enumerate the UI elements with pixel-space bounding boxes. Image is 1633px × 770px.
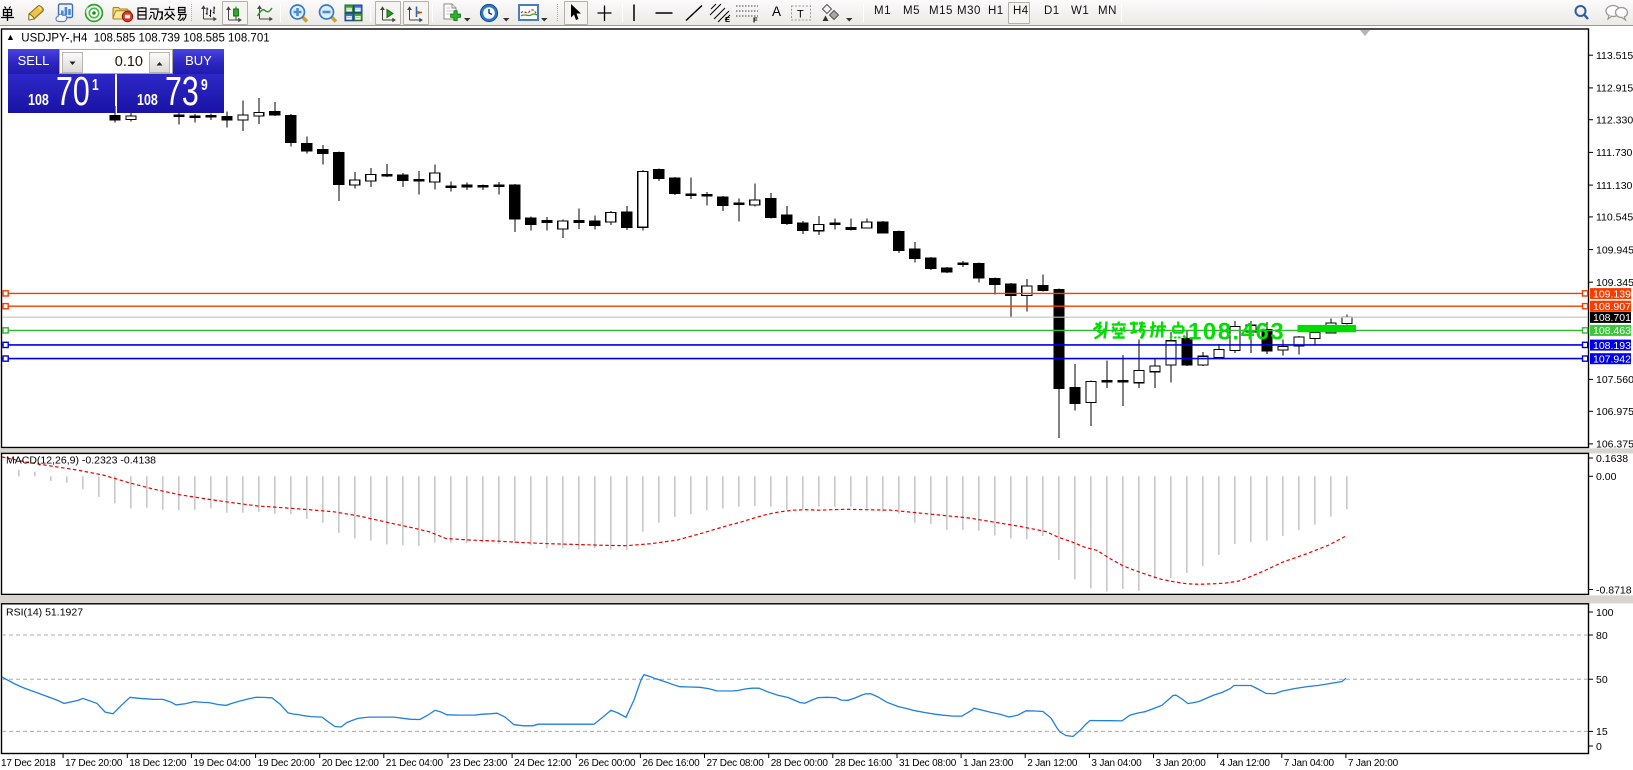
- svg-text:1 Jan 23:00: 1 Jan 23:00: [963, 758, 1014, 769]
- svg-text:112.915: 112.915: [1596, 83, 1633, 95]
- svg-text:28 Dec 00:00: 28 Dec 00:00: [771, 758, 829, 769]
- svg-text:0: 0: [1596, 741, 1602, 753]
- svg-text:F: F: [753, 16, 758, 24]
- svg-text:108.463: 108.463: [1188, 319, 1285, 346]
- svg-text:7 Jan 20:00: 7 Jan 20:00: [1348, 758, 1399, 769]
- svg-text:19 Dec 04:00: 19 Dec 04:00: [193, 758, 251, 769]
- svg-text:MACD(12,26,9) -0.2323 -0.4138: MACD(12,26,9) -0.2323 -0.4138: [6, 455, 156, 467]
- svg-text:109.139: 109.139: [1593, 288, 1631, 300]
- svg-text:2 Jan 12:00: 2 Jan 12:00: [1027, 758, 1078, 769]
- svg-text:109.345: 109.345: [1596, 277, 1633, 289]
- svg-text:RSI(14) 51.1927: RSI(14) 51.1927: [6, 607, 83, 619]
- svg-text:108.193: 108.193: [1593, 340, 1631, 352]
- svg-text:4 Jan 12:00: 4 Jan 12:00: [1220, 758, 1271, 769]
- svg-text:15: 15: [1596, 726, 1608, 738]
- svg-text:7 Jan 04:00: 7 Jan 04:00: [1284, 758, 1335, 769]
- svg-text:80: 80: [1596, 630, 1608, 642]
- svg-text:17 Dec 20:00: 17 Dec 20:00: [65, 758, 123, 769]
- svg-text:27 Dec 08:00: 27 Dec 08:00: [707, 758, 765, 769]
- svg-text:106.975: 106.975: [1596, 406, 1633, 418]
- svg-text:107.942: 107.942: [1593, 354, 1631, 366]
- svg-text:21 Dec 04:00: 21 Dec 04:00: [386, 758, 444, 769]
- svg-text:110.545: 110.545: [1596, 212, 1633, 224]
- svg-text:109.945: 109.945: [1596, 244, 1633, 256]
- svg-text:106.375: 106.375: [1596, 439, 1633, 451]
- svg-text:T: T: [797, 9, 804, 21]
- svg-text:3 Jan 20:00: 3 Jan 20:00: [1156, 758, 1207, 769]
- svg-text:20 Dec 12:00: 20 Dec 12:00: [322, 758, 380, 769]
- svg-text:26 Dec 00:00: 26 Dec 00:00: [578, 758, 636, 769]
- svg-text:107.560: 107.560: [1596, 374, 1633, 386]
- svg-text:108.701: 108.701: [1593, 312, 1631, 324]
- svg-text:50: 50: [1596, 674, 1608, 686]
- svg-text:24 Dec 12:00: 24 Dec 12:00: [514, 758, 572, 769]
- svg-text:E: E: [725, 15, 730, 23]
- svg-text:108.907: 108.907: [1593, 301, 1631, 313]
- svg-text:31 Dec 08:00: 31 Dec 08:00: [899, 758, 957, 769]
- svg-text:23 Dec 23:00: 23 Dec 23:00: [450, 758, 508, 769]
- svg-text:111.130: 111.130: [1596, 180, 1633, 192]
- svg-text:0.00: 0.00: [1596, 471, 1617, 483]
- svg-text:100: 100: [1596, 607, 1614, 619]
- svg-text:113.515: 113.515: [1596, 50, 1633, 62]
- svg-text:19 Dec 20:00: 19 Dec 20:00: [258, 758, 316, 769]
- svg-text:3 Jan 04:00: 3 Jan 04:00: [1091, 758, 1142, 769]
- svg-text:28 Dec 16:00: 28 Dec 16:00: [835, 758, 893, 769]
- svg-text:108.463: 108.463: [1593, 325, 1631, 337]
- svg-text:17 Dec 2018: 17 Dec 2018: [1, 758, 56, 769]
- svg-text:112.330: 112.330: [1596, 115, 1633, 127]
- svg-text:0.1638: 0.1638: [1596, 453, 1628, 465]
- svg-text:18 Dec 12:00: 18 Dec 12:00: [129, 758, 187, 769]
- svg-text:111.730: 111.730: [1596, 147, 1633, 159]
- svg-text:26 Dec 16:00: 26 Dec 16:00: [642, 758, 700, 769]
- svg-text:-0.8718: -0.8718: [1596, 584, 1632, 596]
